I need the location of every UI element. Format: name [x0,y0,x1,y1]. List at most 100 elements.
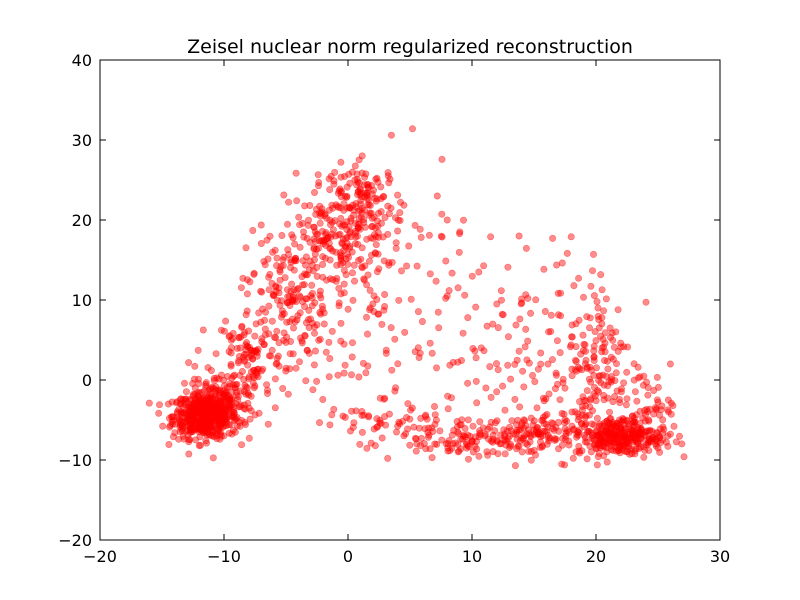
scatter-point [416,349,424,357]
scatter-point [587,429,595,437]
scatter-point [519,435,527,443]
scatter-point [225,333,233,341]
scatter-point [301,261,309,269]
scatter-point [202,417,210,425]
scatter-point [628,445,636,453]
scatter-point [616,430,624,438]
scatter-point [212,411,220,419]
scatter-point [513,428,521,436]
scatter-point [199,418,207,426]
scatter-point [318,208,326,216]
scatter-point [530,426,538,434]
scatter-point [187,403,195,411]
scatter-point [310,223,318,231]
scatter-point [186,407,194,415]
scatter-point [605,430,613,438]
scatter-point [497,287,505,295]
scatter-point [634,424,642,432]
scatter-point [225,401,233,409]
scatter-point [187,420,195,428]
scatter-point [659,429,667,437]
scatter-point [209,400,217,408]
scatter-point [303,234,311,242]
scatter-point [190,399,198,407]
scatter-point [219,415,227,423]
scatter-point [531,378,539,386]
scatter-point [212,383,220,391]
scatter-point [339,235,347,243]
scatter-point [587,448,595,456]
scatter-point [258,338,266,346]
scatter-point [354,240,362,248]
scatter-point [487,393,495,401]
scatter-point [197,407,205,415]
scatter-point [333,261,341,269]
scatter-point [206,404,214,412]
scatter-point [221,411,229,419]
scatter-point [192,420,200,428]
scatter-point [378,434,386,442]
scatter-point [348,269,356,277]
scatter-point [617,343,625,351]
scatter-point [275,339,283,347]
scatter-point [203,396,211,404]
scatter-point [352,181,360,189]
scatter-point [222,391,230,399]
scatter-point [542,420,550,428]
scatter-point [640,372,648,380]
scatter-point [355,373,363,381]
scatter-point [536,438,544,446]
scatter-point [590,436,598,444]
scatter-point [220,410,228,418]
scatter-point [544,431,552,439]
scatter-point [559,379,567,387]
scatter-point [539,427,547,435]
scatter-point [304,316,312,324]
scatter-point [257,287,265,295]
scatter-point [228,396,236,404]
scatter-point [205,404,213,412]
scatter-point [609,355,617,363]
scatter-point [631,450,639,458]
scatter-point [620,447,628,455]
scatter-point [586,395,594,403]
scatter-point [444,444,452,452]
scatter-point [247,346,255,354]
scatter-point [551,385,559,393]
scatter-point [635,431,643,439]
scatter-point [353,232,361,240]
scatter-point [199,412,207,420]
scatter-point [202,414,210,422]
scatter-point [190,423,198,431]
scatter-point [626,445,634,453]
scatter-point [626,450,634,458]
scatter-point [332,277,340,285]
scatter-point [173,398,181,406]
scatter-point [201,412,209,420]
scatter-point [183,397,191,405]
scatter-point [527,447,535,455]
scatter-point [408,404,416,412]
scatter-point [616,443,624,451]
scatter-point [315,336,323,344]
scatter-point [620,428,628,436]
scatter-point [189,405,197,413]
scatter-point [198,406,206,414]
scatter-point [652,405,660,413]
scatter-point [229,381,237,389]
scatter-point [197,416,205,424]
scatter-point [192,410,200,418]
scatter-point [181,415,189,423]
scatter-point [198,411,206,419]
scatter-point [333,274,341,282]
scatter-point [552,435,560,443]
scatter-point [238,441,246,449]
scatter-point [558,409,566,417]
scatter-point [377,419,385,427]
scatter-point [363,192,371,200]
scatter-point [300,281,308,289]
scatter-point [365,201,373,209]
scatter-point [617,388,625,396]
scatter-point [203,426,211,434]
scatter-point [371,250,379,258]
